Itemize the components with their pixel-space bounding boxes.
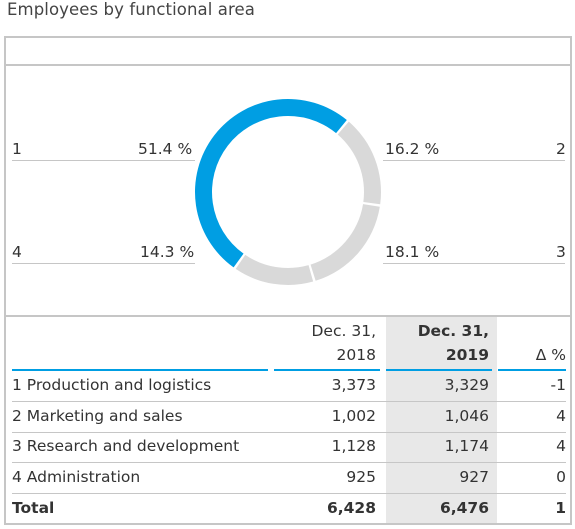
row-delta: 4 [556,407,566,425]
page-title: Employees by functional area [7,0,255,19]
row-label: 3 Research and development [12,437,240,455]
row-divider [12,493,566,494]
donut-slice-2 [337,121,381,205]
header-delta: Δ % [535,346,566,364]
slice-label-2: 2 [556,140,566,158]
slice-value-3: 18.1 % [385,243,440,261]
total-delta: 1 [555,499,566,517]
header-underline [12,369,268,371]
header-2018-line1: Dec. 31, [311,322,377,340]
header-underline [498,369,566,371]
header-2019-line2: 2019 [445,346,489,364]
row-label: 4 Administration [12,468,141,486]
row-delta: 0 [556,468,566,486]
divider [4,315,572,317]
row-value-2018: 1,128 [331,437,376,455]
label-underline [383,160,565,161]
row-value-2019: 927 [459,468,489,486]
row-delta: -1 [550,376,566,394]
header-underline [274,369,380,371]
header-2019-line1: Dec. 31, [417,322,489,340]
highlight-column-2019 [386,317,497,523]
row-value-2019: 1,046 [444,407,489,425]
chart-frame [4,36,572,525]
row-divider [12,432,566,433]
header-2018-line2: 2018 [336,346,376,364]
donut-chart [195,99,381,285]
row-value-2019: 1,174 [444,437,489,455]
donut-slice-4 [235,254,314,285]
row-divider [12,462,566,463]
total-value-2019: 6,476 [439,499,489,517]
row-value-2018: 3,373 [331,376,376,394]
slice-label-4: 4 [12,243,22,261]
donut-slice-3 [310,204,380,281]
slice-value-1: 51.4 % [138,140,193,158]
label-underline [12,263,195,264]
row-divider [12,401,566,402]
total-label: Total [12,499,55,517]
row-delta: 4 [556,437,566,455]
row-label: 2 Marketing and sales [12,407,183,425]
slice-label-3: 3 [556,243,566,261]
donut-slice-1 [195,99,347,268]
row-label: 1 Production and logistics [12,376,212,394]
row-value-2018: 1,002 [331,407,376,425]
slice-value-4: 14.3 % [140,243,195,261]
row-value-2019: 3,329 [444,376,489,394]
row-value-2018: 925 [346,468,376,486]
label-underline [12,160,195,161]
slice-value-2: 16.2 % [385,140,440,158]
label-underline [383,263,565,264]
divider [4,64,572,66]
total-value-2018: 6,428 [326,499,376,517]
header-underline [386,369,492,371]
slice-label-1: 1 [12,140,22,158]
